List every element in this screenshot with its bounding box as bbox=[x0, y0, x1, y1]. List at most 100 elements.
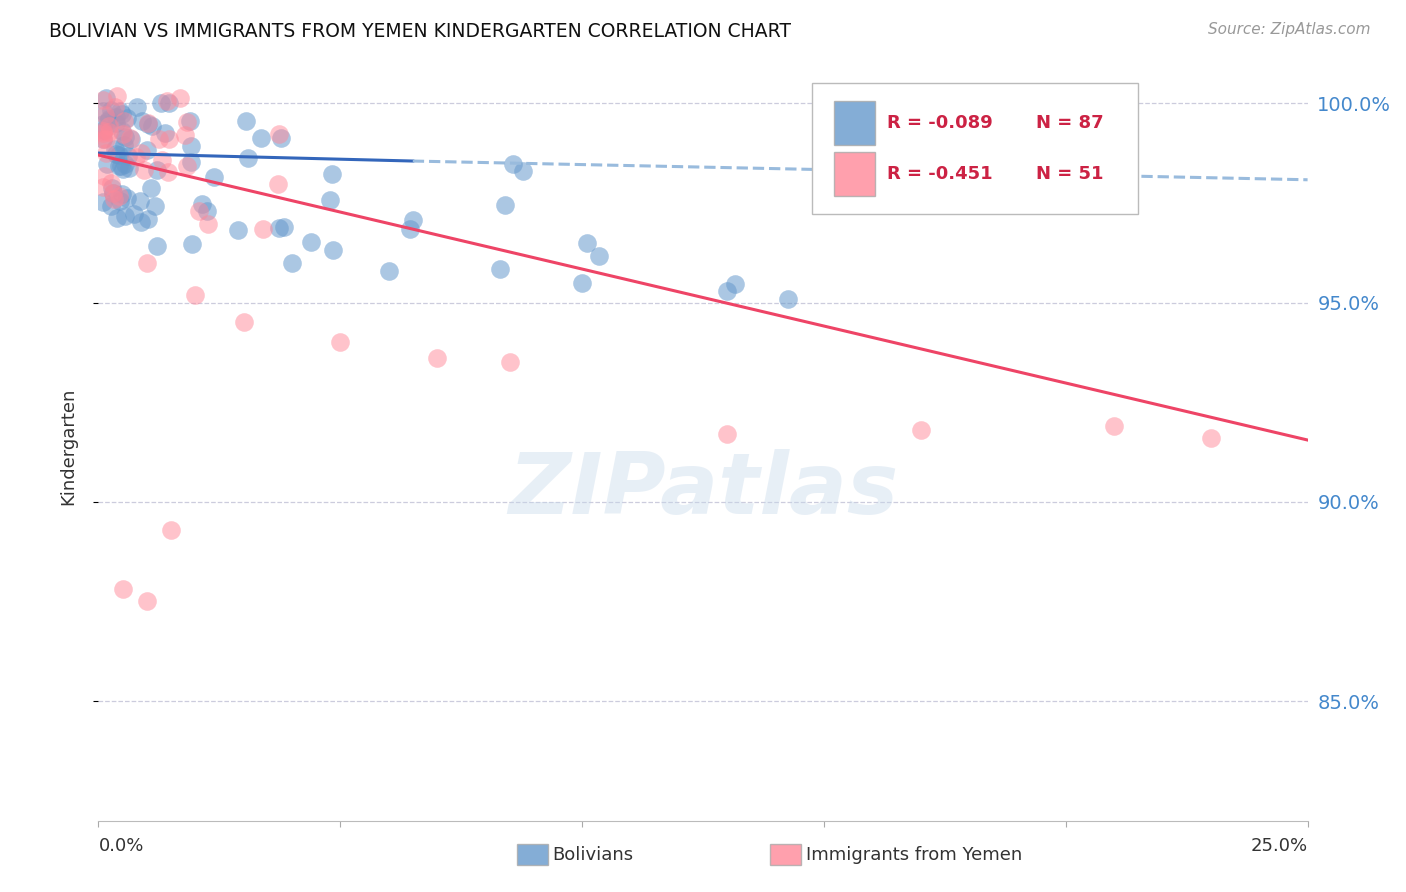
Point bbox=[110, 159, 132, 173]
FancyBboxPatch shape bbox=[834, 152, 875, 196]
Point bbox=[588, 249, 610, 263]
Point bbox=[150, 96, 173, 111]
Point bbox=[148, 132, 170, 146]
Point bbox=[150, 153, 173, 167]
Point bbox=[267, 178, 290, 192]
Point bbox=[498, 355, 520, 369]
Point bbox=[169, 91, 191, 105]
Point bbox=[100, 180, 122, 194]
Point bbox=[91, 180, 114, 194]
Point bbox=[174, 128, 197, 143]
Y-axis label: Kindergarten: Kindergarten bbox=[59, 387, 77, 505]
Point bbox=[267, 127, 290, 141]
Text: Immigrants from Yemen: Immigrants from Yemen bbox=[806, 846, 1022, 863]
Point bbox=[837, 195, 859, 210]
Point bbox=[91, 126, 114, 140]
Point bbox=[571, 276, 593, 290]
Point bbox=[91, 194, 114, 209]
Point bbox=[512, 164, 534, 178]
Text: N = 51: N = 51 bbox=[1035, 165, 1104, 183]
Point bbox=[716, 284, 738, 298]
Point bbox=[91, 123, 114, 137]
Point bbox=[273, 220, 295, 235]
Point bbox=[318, 194, 340, 208]
Point bbox=[100, 176, 122, 190]
Point bbox=[204, 170, 226, 185]
Point bbox=[111, 187, 134, 202]
Point bbox=[160, 523, 183, 537]
Point bbox=[108, 103, 131, 118]
Text: R = -0.451: R = -0.451 bbox=[887, 165, 993, 183]
Point bbox=[267, 220, 290, 235]
Point bbox=[329, 335, 352, 350]
Point bbox=[131, 113, 153, 128]
Point bbox=[136, 144, 159, 158]
Point bbox=[114, 209, 136, 223]
Point bbox=[114, 157, 136, 171]
FancyBboxPatch shape bbox=[834, 101, 875, 145]
Point bbox=[180, 155, 202, 169]
Point bbox=[129, 215, 152, 229]
Point bbox=[1199, 431, 1222, 445]
Point bbox=[399, 222, 422, 236]
Point bbox=[1102, 419, 1125, 434]
Point bbox=[91, 132, 114, 146]
Text: 0.0%: 0.0% bbox=[98, 837, 143, 855]
Point bbox=[112, 114, 135, 128]
Point bbox=[135, 594, 157, 608]
Text: R = -0.089: R = -0.089 bbox=[887, 113, 993, 132]
Point bbox=[118, 161, 141, 176]
Text: N = 87: N = 87 bbox=[1035, 113, 1104, 132]
Point bbox=[127, 100, 149, 114]
Point bbox=[138, 116, 160, 130]
Point bbox=[135, 255, 157, 269]
Point bbox=[252, 222, 274, 236]
Point bbox=[176, 115, 198, 129]
Point bbox=[91, 132, 114, 146]
Point bbox=[886, 176, 908, 190]
Point bbox=[153, 126, 176, 140]
Point bbox=[155, 94, 177, 108]
Point bbox=[179, 114, 201, 128]
Point bbox=[226, 223, 249, 237]
Point bbox=[94, 132, 117, 146]
Point bbox=[716, 427, 738, 442]
Point bbox=[235, 114, 257, 128]
Point bbox=[117, 149, 139, 163]
Point bbox=[502, 157, 524, 171]
Point bbox=[94, 108, 117, 122]
Point bbox=[91, 117, 114, 131]
Point bbox=[146, 239, 169, 253]
Point bbox=[426, 351, 449, 366]
Point bbox=[176, 160, 198, 174]
Point bbox=[146, 162, 169, 177]
Point bbox=[494, 198, 516, 212]
Point bbox=[139, 181, 162, 195]
Point bbox=[103, 186, 125, 200]
FancyBboxPatch shape bbox=[811, 83, 1139, 214]
Point bbox=[100, 199, 122, 213]
Point bbox=[100, 103, 122, 117]
Point bbox=[103, 99, 125, 113]
Point bbox=[184, 287, 207, 301]
Point bbox=[98, 120, 121, 134]
Point bbox=[270, 131, 292, 145]
Point bbox=[112, 138, 135, 153]
Point bbox=[105, 110, 128, 124]
Point bbox=[141, 119, 163, 133]
Point bbox=[120, 131, 142, 145]
Text: Source: ZipAtlas.com: Source: ZipAtlas.com bbox=[1208, 22, 1371, 37]
Point bbox=[191, 197, 214, 211]
Point bbox=[91, 104, 114, 119]
Point bbox=[105, 89, 128, 103]
Point bbox=[238, 151, 260, 165]
Point bbox=[250, 131, 273, 145]
Point bbox=[132, 162, 155, 177]
Point bbox=[111, 162, 134, 177]
Point bbox=[195, 204, 218, 219]
Point bbox=[143, 199, 166, 213]
Point bbox=[93, 123, 115, 137]
Point bbox=[136, 117, 159, 131]
Point bbox=[180, 139, 202, 153]
Text: Bolivians: Bolivians bbox=[553, 846, 634, 863]
